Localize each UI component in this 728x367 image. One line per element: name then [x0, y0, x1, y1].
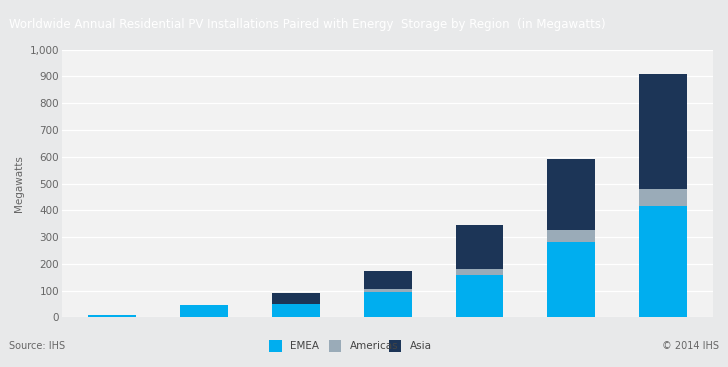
Text: Asia: Asia [410, 341, 432, 351]
Bar [272, 293, 320, 304]
Text: Source: IHS: Source: IHS [9, 341, 65, 351]
Bar [89, 315, 136, 317]
Bar [547, 243, 595, 317]
Text: EMEA: EMEA [290, 341, 320, 351]
Bar [364, 289, 411, 292]
Bar [456, 225, 503, 269]
Bar [364, 292, 411, 317]
FancyBboxPatch shape [269, 339, 282, 352]
Text: © 2014 IHS: © 2014 IHS [662, 341, 719, 351]
Bar [272, 304, 320, 317]
Text: Worldwide Annual Residential PV Installations Paired with Energy  Storage by Reg: Worldwide Annual Residential PV Installa… [9, 18, 606, 31]
Text: Americas: Americas [350, 341, 399, 351]
Bar [456, 269, 503, 275]
Bar [639, 206, 687, 317]
Bar [364, 270, 411, 289]
FancyBboxPatch shape [329, 339, 341, 352]
Bar [639, 74, 687, 189]
Bar [181, 305, 228, 317]
FancyBboxPatch shape [389, 339, 401, 352]
Bar [547, 230, 595, 243]
Y-axis label: Megawatts: Megawatts [14, 155, 24, 212]
Bar [456, 275, 503, 317]
Bar [547, 159, 595, 230]
Bar [639, 189, 687, 206]
